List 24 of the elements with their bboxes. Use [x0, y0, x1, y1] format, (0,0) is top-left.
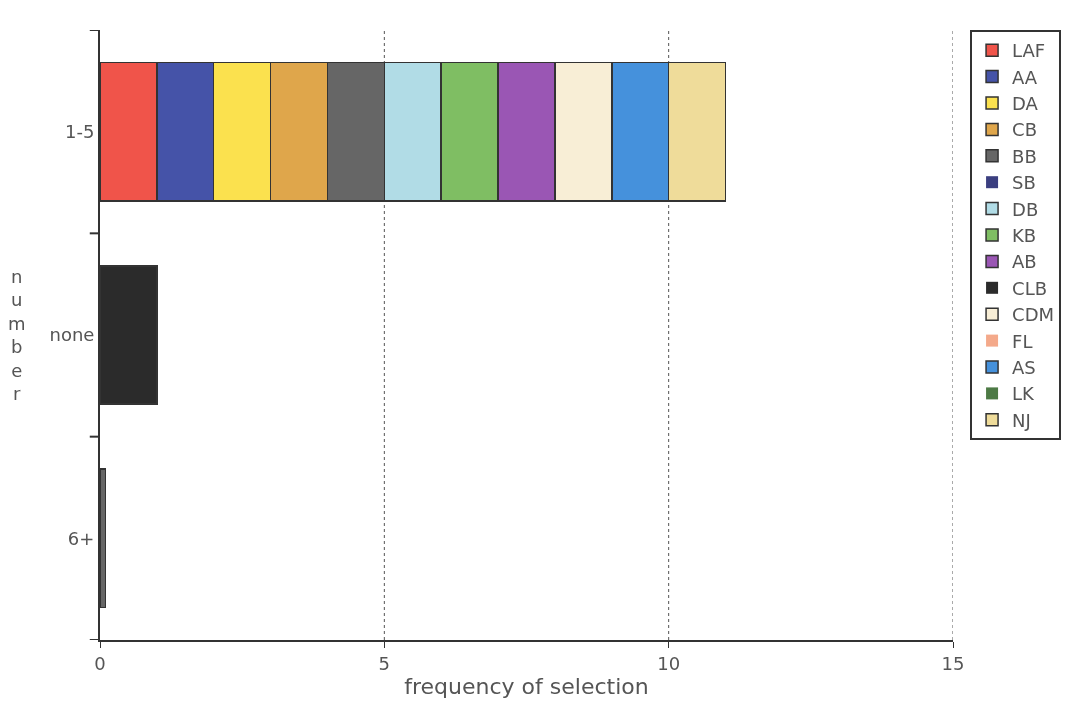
legend-label: CB [1012, 119, 1037, 141]
y-tick-label: none [49, 324, 95, 346]
legend-label: LK [1012, 383, 1036, 405]
legend-label: DA [1012, 93, 1039, 115]
legend-label: SB [1012, 172, 1036, 194]
legend-label: KB [1012, 225, 1037, 247]
legend-label: CLB [1012, 277, 1048, 299]
y-tick-label: 1-5 [64, 120, 95, 142]
x-tick-label: 5 [378, 652, 391, 674]
x-axis-title: frequency of selection [404, 674, 649, 699]
legend-label: LAF [1012, 40, 1046, 62]
x-tick-label: 0 [94, 652, 106, 674]
legend-label: DB [1012, 198, 1039, 220]
legend-label: AB [1012, 251, 1037, 273]
legend-label: FL [1012, 330, 1033, 352]
x-tick-label: 10 [657, 652, 681, 674]
legend-label: AA [1012, 66, 1038, 88]
x-tick-label: 15 [941, 652, 965, 674]
y-tick-label: 6+ [67, 527, 95, 549]
y-axis-title: number [8, 266, 26, 404]
legend-label: NJ [1012, 409, 1031, 431]
legend-label: AS [1012, 357, 1036, 379]
legend-label: CDM [1012, 304, 1055, 326]
legend-label: BB [1012, 145, 1037, 167]
